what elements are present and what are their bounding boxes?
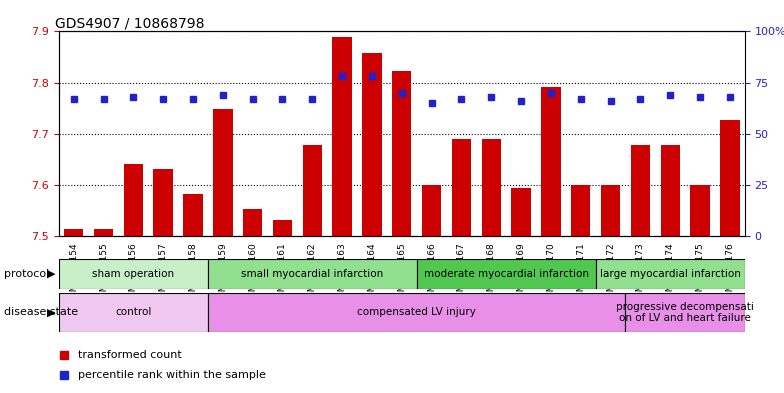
Bar: [64, 229, 83, 236]
Bar: [303, 145, 322, 236]
Bar: [59, 259, 208, 289]
Bar: [481, 139, 501, 236]
Bar: [94, 229, 113, 236]
Text: percentile rank within the sample: percentile rank within the sample: [78, 370, 266, 380]
Bar: [243, 209, 263, 236]
Bar: [124, 164, 143, 236]
Text: GDS4907 / 10868798: GDS4907 / 10868798: [56, 16, 205, 30]
Text: sham operation: sham operation: [93, 269, 174, 279]
Text: control: control: [115, 307, 151, 318]
Text: protocol: protocol: [4, 269, 49, 279]
Bar: [601, 185, 620, 236]
Text: ▶: ▶: [47, 307, 56, 318]
Text: ▶: ▶: [47, 269, 56, 279]
Text: transformed count: transformed count: [78, 350, 181, 360]
Bar: [720, 120, 739, 236]
Bar: [596, 259, 745, 289]
Text: moderate myocardial infarction: moderate myocardial infarction: [423, 269, 589, 279]
Bar: [59, 293, 208, 332]
Text: disease state: disease state: [4, 307, 78, 318]
Bar: [691, 185, 710, 236]
Bar: [661, 145, 680, 236]
Bar: [332, 37, 352, 236]
Bar: [208, 293, 626, 332]
Bar: [626, 293, 745, 332]
Bar: [273, 220, 292, 236]
Bar: [154, 169, 173, 236]
Bar: [452, 139, 471, 236]
Text: large myocardial infarction: large myocardial infarction: [600, 269, 741, 279]
Bar: [362, 53, 382, 236]
Bar: [511, 188, 531, 236]
Bar: [183, 194, 203, 236]
Bar: [571, 185, 590, 236]
Text: progressive decompensati
on of LV and heart failure: progressive decompensati on of LV and he…: [616, 302, 754, 323]
Bar: [208, 259, 417, 289]
Bar: [392, 71, 412, 236]
Bar: [422, 185, 441, 236]
Text: small myocardial infarction: small myocardial infarction: [241, 269, 383, 279]
Bar: [213, 109, 233, 236]
Bar: [630, 145, 650, 236]
Text: compensated LV injury: compensated LV injury: [358, 307, 476, 318]
Bar: [541, 86, 561, 236]
Bar: [417, 259, 596, 289]
